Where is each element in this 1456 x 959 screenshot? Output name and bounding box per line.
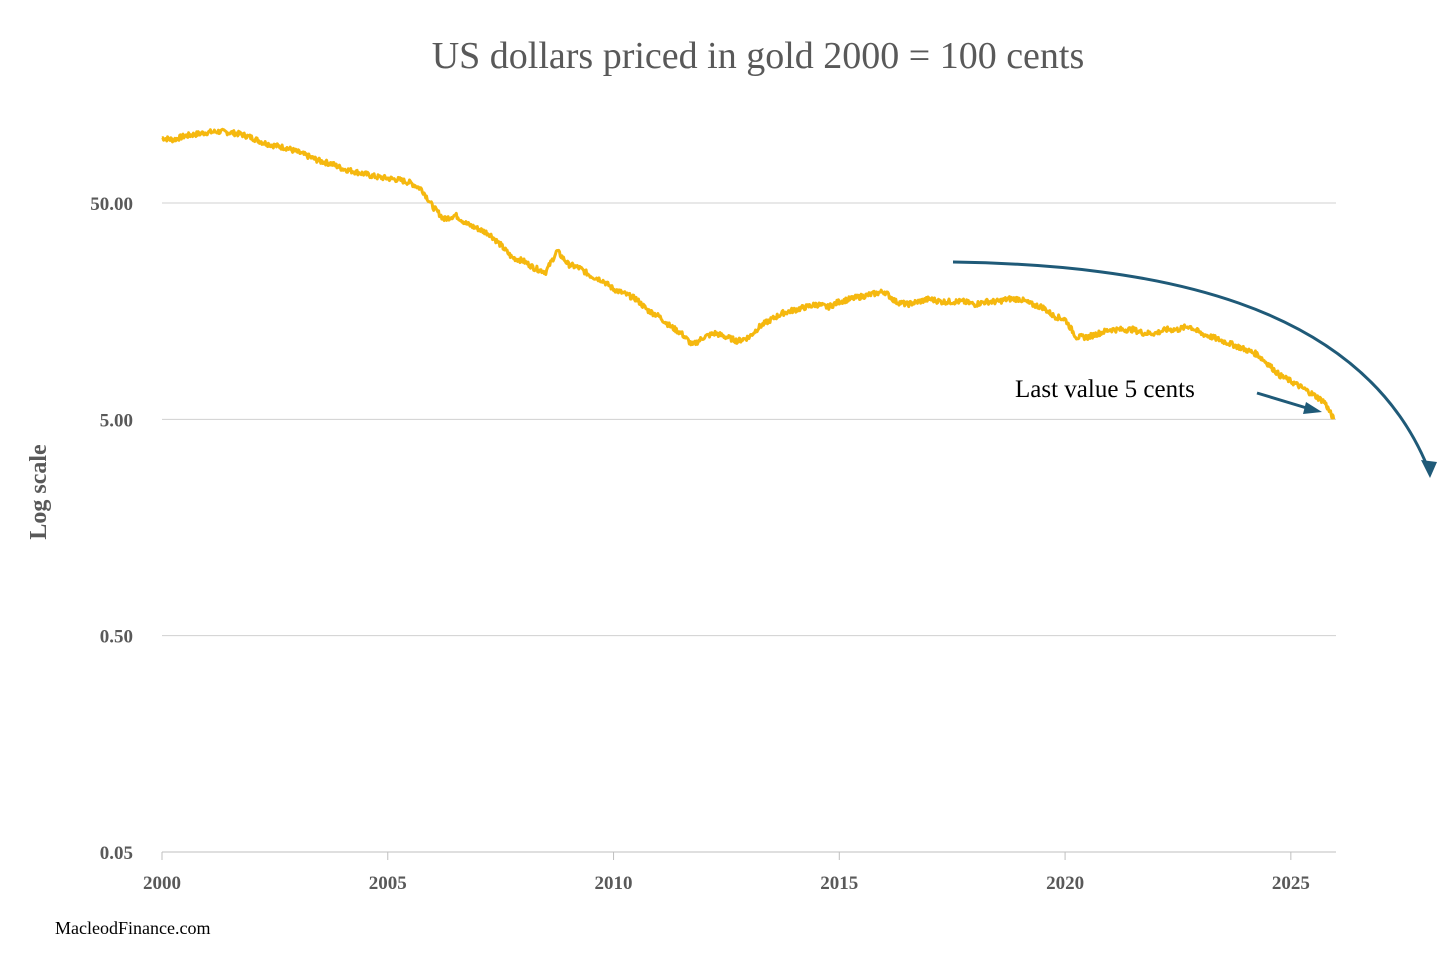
y-axis-label: Log scale (26, 444, 52, 540)
last-value-annotation: Last value 5 cents (1015, 376, 1195, 403)
annotation-arrowhead (1303, 402, 1322, 414)
x-tick-label: 2015 (820, 873, 858, 894)
x-tick-label: 2000 (143, 873, 181, 894)
y-tick-label: 0.50 (100, 627, 133, 648)
x-tick-label: 2010 (595, 873, 633, 894)
y-tick-label: 50.00 (90, 194, 133, 215)
chart-title: US dollars priced in gold 2000 = 100 cen… (432, 35, 1085, 77)
gridlines (161, 202, 1336, 860)
x-tick-label: 2025 (1272, 873, 1310, 894)
y-tick-label: 5.00 (100, 410, 133, 431)
x-tick-label: 2020 (1046, 873, 1084, 894)
projection-arrowhead (1421, 460, 1437, 478)
y-tick-labels: 0.05 0.50 5.00 50.00 (90, 194, 133, 864)
y-tick-label: 0.05 (100, 843, 133, 864)
x-tick-label: 2005 (369, 873, 407, 894)
series-line-gold (161, 127, 1336, 420)
annotation-arrow (1256, 391, 1311, 411)
source-credit: MacleodFinance.com (55, 918, 210, 938)
x-tick-labels: 2000 2005 2010 2015 2020 2025 (143, 873, 1310, 894)
projection-arrow (952, 260, 1430, 469)
